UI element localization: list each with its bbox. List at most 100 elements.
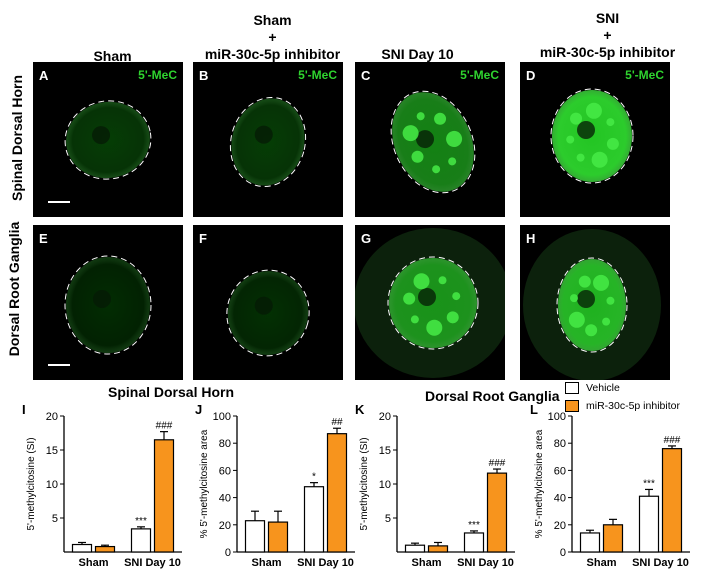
bar-chart-j: J 0 20 40 60 80 100% 5'-methylcitosine area Sha… — [195, 402, 365, 577]
bar — [463, 532, 485, 553]
micrograph-panel-b: B 5'-MeC — [193, 62, 343, 217]
bar-chart-i: I 5 10 15 20 5'-methylcitosine (SI) Sham *** ###… — [22, 402, 192, 577]
panel-letter: B — [199, 68, 209, 83]
nucleus-group — [226, 269, 310, 357]
y-tick-label: 80 — [219, 438, 231, 450]
significance-label: ## — [331, 417, 343, 428]
nucleus-outline — [229, 96, 307, 188]
y-axis-label: % 5'-methylcitosine area — [199, 429, 210, 538]
bar — [326, 433, 348, 553]
chart-letter: I — [22, 402, 26, 417]
chromatin-spot — [570, 112, 583, 125]
scale-bar — [48, 201, 70, 203]
micrograph-panel-f: F — [193, 225, 343, 380]
y-tick-label: 15 — [379, 445, 391, 457]
y-axis-label: 5'-methylcitosine (SI) — [26, 437, 37, 530]
chromatin-spot — [566, 135, 575, 144]
micrograph-panel-c: C 5'-MeC — [355, 62, 505, 217]
bar — [427, 545, 449, 553]
row-title-dorsal-root-ganglia: Dorsal Root Ganglia — [6, 221, 22, 357]
x-category-label: SNI Day 10 — [457, 557, 514, 569]
panel-letter: E — [39, 231, 48, 246]
y-tick-label: 20 — [46, 411, 58, 423]
chart-svg: 5 10 15 20 5'-methylcitosine (SI) Sham *** ### S… — [359, 411, 515, 569]
nucleus-outline — [387, 256, 479, 350]
bar — [94, 545, 116, 553]
micrograph-image — [64, 100, 152, 180]
chromatin-spot — [606, 118, 615, 127]
significance-label: ### — [489, 458, 506, 469]
legend-item-vehicle: Vehicle — [565, 382, 620, 394]
chart-letter: L — [530, 402, 538, 417]
y-tick-label: 0 — [225, 547, 231, 559]
bar-chart-k: K 5 10 15 20 5'-methylcitosine (SI) Sham *** ###… — [355, 402, 525, 577]
nucleus-group — [64, 100, 152, 180]
micrograph-image — [226, 269, 310, 357]
nucleus-outline — [390, 90, 476, 194]
y-tick-label: 20 — [554, 520, 566, 532]
panel-marker-label: 5'-MeC — [460, 68, 499, 82]
bar — [267, 521, 289, 553]
y-tick-label: 60 — [554, 465, 566, 477]
bar — [661, 448, 683, 553]
chromatin-spot — [606, 296, 615, 305]
micrograph-panel-e: E — [33, 225, 183, 380]
significance-label: ### — [156, 421, 173, 432]
nucleolus — [254, 296, 273, 315]
chromatin-spot — [446, 130, 463, 147]
nucleus-outline — [64, 100, 152, 180]
micrograph-panel-a: A 5'-MeC — [33, 62, 183, 217]
chart-svg: 0 20 40 60 80 100% 5'-methylcitosine area Sham… — [199, 411, 355, 569]
panel-marker-label: 5'-MeC — [138, 68, 177, 82]
y-tick-label: 0 — [560, 547, 566, 559]
x-category-label: SNI Day 10 — [297, 557, 354, 569]
bar — [602, 524, 624, 553]
chromatin-spot — [411, 150, 424, 163]
x-category-label: Sham — [587, 557, 617, 569]
y-tick-label: 10 — [379, 479, 391, 491]
chromatin-spot — [591, 151, 608, 168]
y-tick-label: 20 — [219, 520, 231, 532]
nucleus-group — [390, 90, 476, 194]
micrograph-image — [229, 96, 307, 188]
chromatin-spot — [446, 311, 459, 324]
chromatin-spot — [403, 292, 416, 305]
significance-label: *** — [468, 520, 480, 531]
y-tick-label: 100 — [548, 411, 566, 423]
chromatin-spot — [593, 274, 610, 291]
bar — [638, 495, 660, 553]
panel-marker-label: 5'-MeC — [298, 68, 337, 82]
y-tick-label: 20 — [379, 411, 391, 423]
column-title-sham: Sham — [93, 48, 132, 64]
y-tick-label: 15 — [46, 445, 58, 457]
panel-letter: C — [361, 68, 371, 83]
legend-item-inhibitor: miR-30c-5p inhibitor — [565, 400, 680, 412]
chart-letter: K — [355, 402, 365, 417]
chromatin-spot — [410, 315, 419, 324]
chromatin-spot — [576, 153, 585, 162]
section-title-spinal-dorsal-horn: Spinal Dorsal Horn — [108, 384, 235, 400]
legend-label-vehicle: Vehicle — [586, 382, 620, 394]
y-tick-label: 40 — [219, 493, 231, 505]
nucleolus — [577, 290, 595, 308]
legend-swatch-vehicle — [565, 382, 579, 394]
nucleus-group — [229, 96, 307, 188]
chromatin-spot — [602, 317, 611, 326]
chromatin-spot — [438, 276, 447, 285]
chromatin-spot — [452, 292, 461, 301]
bar — [303, 486, 325, 553]
nucleolus — [254, 125, 273, 144]
panel-letter: G — [361, 231, 372, 246]
chromatin-spot — [585, 102, 602, 119]
bar — [579, 532, 601, 553]
legend-label-inhibitor: miR-30c-5p inhibitor — [586, 400, 680, 412]
nucleus-outline — [226, 269, 310, 357]
y-tick-label: 100 — [213, 411, 231, 423]
nucleolus — [577, 121, 595, 139]
micrograph-image — [64, 255, 152, 355]
bar — [71, 543, 93, 553]
column-title-sni-inhibitor: SNI + miR-30c-5p inhibitor — [539, 10, 676, 60]
micrograph-panel-g: G — [355, 225, 505, 380]
bar — [486, 472, 508, 553]
x-category-label: Sham — [79, 557, 109, 569]
